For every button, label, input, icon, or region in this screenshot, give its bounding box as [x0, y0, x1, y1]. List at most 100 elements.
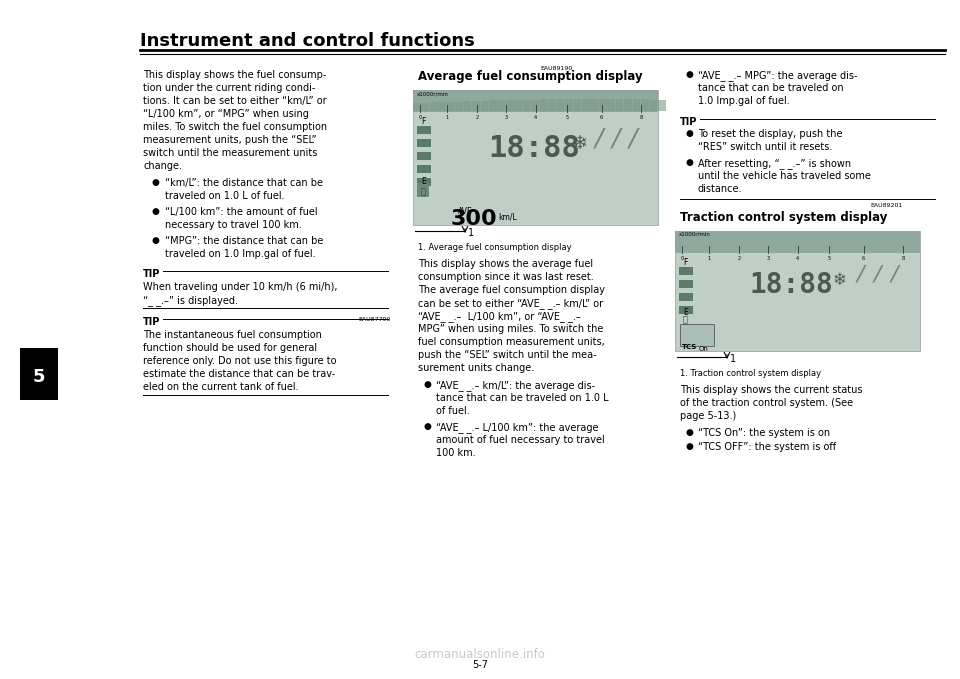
Text: ●: ● — [151, 207, 158, 216]
Bar — [417, 152, 431, 160]
Text: 5-7: 5-7 — [472, 660, 488, 670]
Text: 4: 4 — [796, 256, 799, 261]
Bar — [679, 293, 693, 301]
Text: 2: 2 — [475, 115, 478, 120]
Text: AVE: AVE — [458, 207, 472, 216]
Text: ●: ● — [685, 70, 693, 79]
Text: 0: 0 — [419, 115, 421, 120]
Text: 3: 3 — [505, 115, 508, 120]
Text: /: / — [891, 265, 899, 285]
Text: “L/100 km”: the amount of fuel: “L/100 km”: the amount of fuel — [165, 207, 318, 217]
Bar — [573, 99, 581, 111]
Text: traveled on 1.0 Imp.gal of fuel.: traveled on 1.0 Imp.gal of fuel. — [165, 249, 316, 259]
Text: 8: 8 — [901, 256, 904, 261]
Bar — [464, 101, 471, 111]
Text: of fuel.: of fuel. — [436, 406, 469, 416]
Text: This display shows the current status: This display shows the current status — [680, 385, 862, 395]
Text: This display shows the fuel consump-: This display shows the fuel consump- — [143, 70, 326, 80]
Text: When traveling under 10 km/h (6 mi/h),: When traveling under 10 km/h (6 mi/h), — [143, 282, 338, 292]
Text: ⛽: ⛽ — [683, 315, 687, 324]
Bar — [446, 102, 454, 111]
Bar — [439, 102, 446, 111]
Text: eled on the current tank of fuel.: eled on the current tank of fuel. — [143, 382, 299, 392]
Text: estimate the distance that can be trav-: estimate the distance that can be trav- — [143, 369, 335, 379]
Bar — [413, 103, 420, 111]
Text: 5: 5 — [33, 368, 45, 386]
Bar — [481, 100, 489, 111]
Text: switch until the measurement units: switch until the measurement units — [143, 148, 318, 158]
Text: x1000r/min: x1000r/min — [417, 91, 449, 96]
Bar — [455, 102, 463, 111]
Text: 1. Traction control system display: 1. Traction control system display — [680, 369, 821, 378]
Bar — [641, 99, 649, 111]
Text: miles. To switch the fuel consumption: miles. To switch the fuel consumption — [143, 122, 327, 132]
Text: 2: 2 — [737, 256, 740, 261]
Bar — [675, 231, 920, 351]
Text: tion under the current riding condi-: tion under the current riding condi- — [143, 83, 316, 93]
Text: ●: ● — [685, 129, 693, 138]
Bar — [417, 165, 431, 173]
Text: 18:88: 18:88 — [488, 134, 580, 163]
Text: TIP: TIP — [143, 317, 160, 327]
Text: 8: 8 — [639, 115, 642, 120]
Text: tance that can be traveled on: tance that can be traveled on — [698, 83, 844, 93]
Text: “km/L”: the distance that can be: “km/L”: the distance that can be — [165, 178, 323, 188]
Text: EAU89201: EAU89201 — [870, 203, 902, 208]
Text: After resetting, “_ _.–” is shown: After resetting, “_ _.–” is shown — [698, 158, 852, 169]
Bar — [608, 99, 615, 111]
Text: “RES” switch until it resets.: “RES” switch until it resets. — [698, 142, 832, 152]
Text: “_ _.–” is displayed.: “_ _.–” is displayed. — [143, 295, 238, 306]
Text: “MPG”: the distance that can be: “MPG”: the distance that can be — [165, 236, 324, 246]
Bar — [590, 99, 598, 111]
Text: consumption since it was last reset.: consumption since it was last reset. — [418, 272, 593, 282]
Bar — [523, 100, 531, 111]
Text: “AVE_ _.–  L/100 km”, or “AVE_ _.–: “AVE_ _.– L/100 km”, or “AVE_ _.– — [418, 311, 581, 322]
Text: function should be used for general: function should be used for general — [143, 343, 317, 353]
Bar — [497, 100, 505, 111]
Text: 5: 5 — [565, 115, 569, 120]
Text: until the vehicle has traveled some: until the vehicle has traveled some — [698, 171, 871, 181]
Text: /: / — [595, 127, 604, 151]
Bar — [557, 99, 564, 111]
Text: /: / — [874, 265, 881, 285]
Text: ❄: ❄ — [571, 134, 588, 153]
Text: ●: ● — [685, 442, 693, 451]
Bar — [417, 139, 431, 147]
Text: 6: 6 — [600, 115, 603, 120]
Text: Instrument and control functions: Instrument and control functions — [140, 32, 475, 50]
Text: of the traction control system. (See: of the traction control system. (See — [680, 398, 853, 408]
Text: 6: 6 — [862, 256, 865, 261]
Text: can be set to either “AVE_ _.– km/L” or: can be set to either “AVE_ _.– km/L” or — [418, 298, 603, 309]
Text: necessary to travel 100 km.: necessary to travel 100 km. — [165, 220, 301, 230]
Bar — [531, 100, 539, 111]
Text: F: F — [683, 258, 687, 267]
Bar — [599, 99, 607, 111]
Bar — [506, 100, 514, 111]
Text: 3: 3 — [766, 256, 770, 261]
Bar — [489, 100, 496, 111]
Text: ●: ● — [423, 422, 431, 431]
Text: “TCS OFF”: the system is off: “TCS OFF”: the system is off — [698, 442, 836, 452]
Text: 1: 1 — [468, 228, 474, 238]
Text: 1: 1 — [708, 256, 710, 261]
Bar — [650, 100, 658, 111]
Text: tance that can be traveled on 1.0 L: tance that can be traveled on 1.0 L — [436, 393, 609, 403]
Bar — [421, 103, 429, 111]
Text: 1: 1 — [730, 354, 736, 364]
Text: km/L: km/L — [498, 213, 516, 222]
Text: “AVE_ _.– km/L”: the average dis-: “AVE_ _.– km/L”: the average dis- — [436, 380, 595, 391]
Text: 1: 1 — [445, 115, 449, 120]
Bar — [680, 324, 714, 346]
Text: EAU89190: EAU89190 — [540, 66, 572, 71]
Text: ⛽: ⛽ — [420, 187, 425, 196]
Bar — [417, 178, 431, 186]
Text: The average fuel consumption display: The average fuel consumption display — [418, 285, 605, 295]
Bar — [582, 99, 589, 111]
Text: 0: 0 — [681, 256, 684, 261]
Bar — [633, 99, 640, 111]
Text: ●: ● — [685, 158, 693, 167]
Text: F: F — [421, 117, 425, 126]
Bar — [430, 103, 438, 111]
Text: push the “SEL” switch until the mea-: push the “SEL” switch until the mea- — [418, 350, 596, 360]
Bar — [679, 280, 693, 288]
